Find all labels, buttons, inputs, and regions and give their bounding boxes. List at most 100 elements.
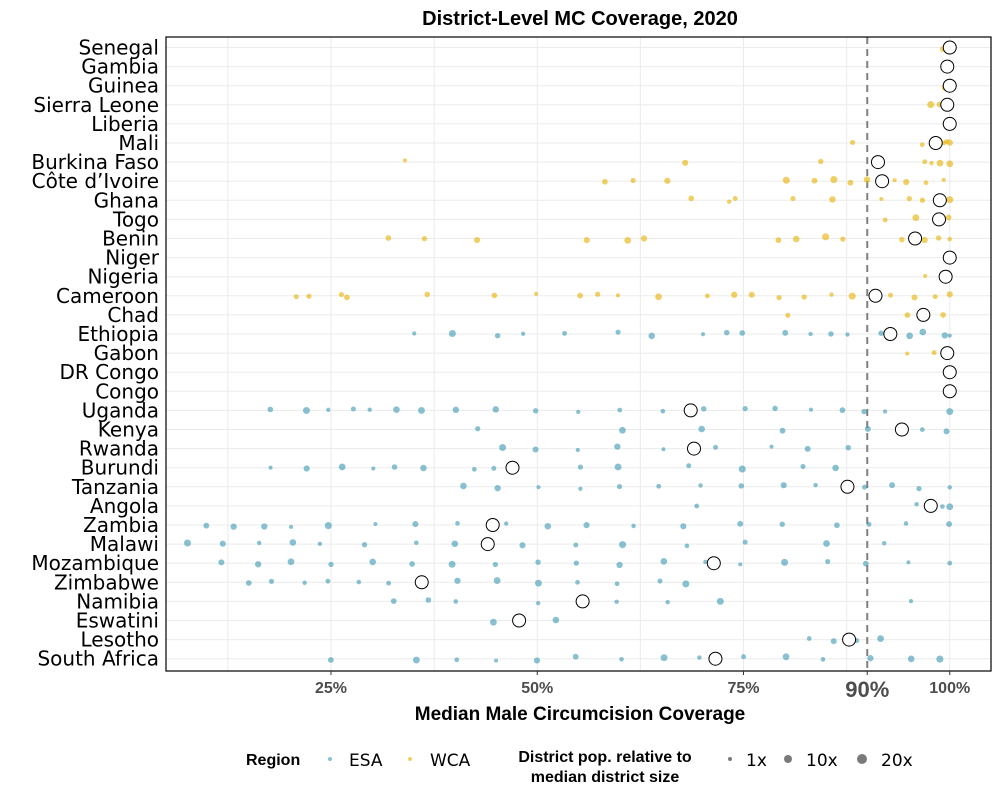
district-point-ghana — [946, 196, 954, 204]
country-label-malawi: Malawi — [90, 532, 159, 556]
country-label-south-africa: South Africa — [37, 647, 159, 671]
median-marker-togo — [932, 212, 947, 227]
district-point-zambia — [203, 522, 210, 529]
district-point-malawi — [451, 540, 459, 548]
district-point-mozambique — [535, 559, 541, 565]
district-point-ghana — [879, 196, 884, 201]
district-point-benin — [583, 237, 590, 244]
district-point-south-africa — [697, 655, 702, 660]
district-point-kenya — [864, 425, 871, 432]
x-tick-label: 50% — [521, 680, 553, 697]
district-point-burkina-faso — [682, 159, 689, 166]
district-point-rwanda — [532, 446, 539, 453]
country-label-gambia: Gambia — [81, 55, 159, 79]
country-label-lesotho: Lesotho — [80, 628, 159, 652]
district-point-south-africa — [454, 657, 460, 663]
median-marker-gambia — [940, 59, 955, 74]
country-label-kenya: Kenya — [98, 418, 159, 442]
country-label-angola: Angola — [90, 494, 159, 518]
district-point-uganda — [350, 406, 356, 412]
district-point-mozambique — [492, 561, 499, 568]
district-point-south-africa — [619, 656, 624, 662]
district-point-mozambique — [781, 558, 789, 566]
district-point-angola — [946, 503, 954, 511]
district-point-namibia — [716, 597, 724, 605]
district-point-zimbabwe — [614, 581, 620, 587]
district-point-south-africa — [820, 657, 826, 662]
x-tick-label: 75% — [727, 680, 759, 697]
district-point-tanzania — [862, 484, 868, 490]
district-point-kenya — [919, 427, 925, 432]
district-point-c-te-d-ivoire — [830, 175, 838, 184]
district-point-namibia — [614, 599, 619, 605]
district-point-ghana — [732, 196, 738, 201]
district-point-c-te-d-ivoire — [863, 176, 871, 183]
district-point-mozambique — [660, 558, 668, 565]
district-point-tanzania — [947, 485, 952, 490]
district-point-ethiopia — [941, 332, 948, 339]
legend-size-10x-swatch — [784, 755, 792, 763]
district-point-angola — [940, 504, 945, 509]
district-point-ethiopia — [845, 332, 850, 337]
district-point-malawi — [742, 539, 748, 545]
district-point-uganda — [701, 406, 707, 412]
district-point-cameroon — [424, 291, 431, 298]
district-point-namibia — [665, 599, 670, 605]
district-point-malawi — [219, 540, 226, 547]
district-point-mozambique — [218, 559, 225, 566]
legend-size-1x-label: 1x — [746, 751, 767, 771]
country-label-niger: Niger — [105, 246, 160, 270]
district-point-c-te-d-ivoire — [847, 179, 854, 186]
district-point-uganda — [418, 407, 425, 414]
district-point-uganda — [617, 407, 623, 413]
district-point-nigeria — [923, 273, 928, 278]
district-point-zimbabwe — [386, 580, 392, 586]
district-point-c-te-d-ivoire — [664, 177, 671, 184]
district-point-mozambique — [616, 561, 623, 569]
district-point-ghana — [906, 196, 912, 202]
district-point-burundi — [420, 464, 427, 472]
district-point-burkina-faso — [818, 158, 824, 165]
median-marker-malawi — [480, 537, 495, 552]
district-point-uganda — [302, 407, 310, 415]
district-point-south-africa — [412, 656, 420, 664]
district-point-ethiopia — [828, 331, 834, 337]
district-point-ghana — [919, 197, 926, 203]
district-point-malawi — [823, 540, 830, 547]
district-point-cameroon — [911, 294, 918, 301]
district-point-tanzania — [889, 482, 896, 489]
district-point-mozambique — [287, 558, 295, 566]
district-point-mali — [919, 142, 925, 148]
district-point-eswatini — [489, 618, 497, 626]
district-point-burundi — [471, 466, 477, 472]
district-point-cameroon — [344, 294, 350, 301]
legend-size-1x-swatch — [728, 757, 732, 761]
district-point-uganda — [861, 408, 867, 415]
district-point-ethiopia — [615, 329, 621, 335]
country-label-burkina-faso: Burkina Faso — [31, 150, 159, 174]
district-point-cameroon — [338, 291, 344, 298]
district-point-c-te-d-ivoire — [630, 177, 636, 184]
district-point-rwanda — [575, 447, 580, 453]
district-point-angola — [914, 501, 919, 507]
district-point-mozambique — [703, 559, 708, 565]
district-point-burundi — [614, 463, 622, 471]
district-point-ethiopia — [808, 331, 813, 337]
district-point-burundi — [491, 465, 497, 471]
district-point-zambia — [866, 521, 872, 527]
median-marker-nigeria — [938, 269, 953, 284]
plot-panel-border — [165, 36, 992, 672]
district-point-uganda — [839, 407, 846, 414]
district-point-tanzania — [813, 482, 818, 488]
district-point-uganda — [660, 408, 666, 414]
district-point-burkina-faso — [946, 160, 954, 168]
district-point-benin — [792, 235, 800, 243]
legend-size-title-line2: median district size — [531, 769, 680, 786]
median-marker-ghana — [932, 193, 947, 208]
district-point-kenya — [698, 425, 705, 433]
district-point-benin — [947, 236, 952, 242]
median-marker-mozambique — [706, 556, 721, 571]
district-point-zimbabwe — [575, 580, 580, 585]
district-point-zambia — [779, 521, 785, 527]
district-point-ghana — [829, 196, 836, 203]
